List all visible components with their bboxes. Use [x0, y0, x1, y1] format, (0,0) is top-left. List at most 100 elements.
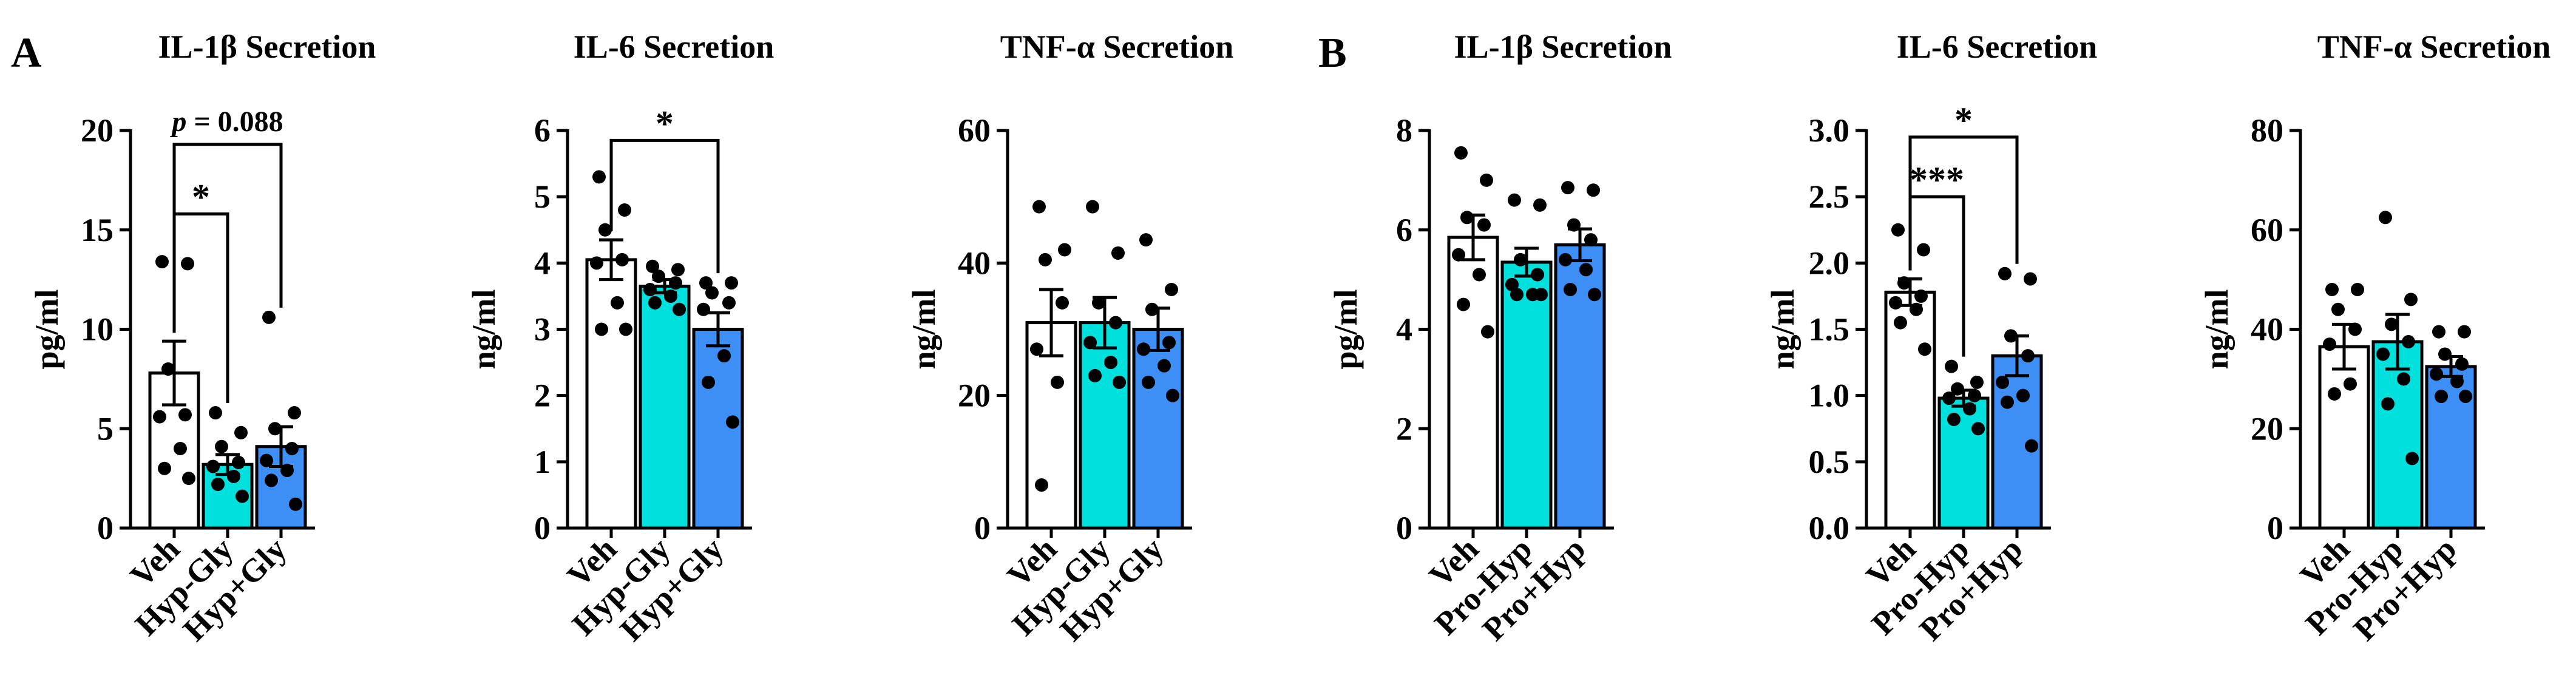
data-point	[260, 453, 273, 467]
chart-title: TNF-α Secretion	[2317, 29, 2551, 65]
y-tick-label: 6	[1396, 212, 1412, 248]
data-point	[1963, 402, 1976, 416]
data-point	[1142, 375, 1155, 389]
data-point	[1039, 253, 1052, 266]
data-point	[1587, 183, 1600, 197]
data-point	[1035, 478, 1048, 492]
bar-2	[692, 328, 744, 530]
data-point	[2016, 388, 2030, 402]
data-point	[1111, 246, 1125, 260]
data-point	[1158, 359, 1171, 373]
data-point	[206, 459, 220, 473]
data-point	[155, 255, 169, 269]
data-point	[648, 296, 662, 310]
bar-0	[1884, 290, 1936, 530]
y-tick-label: 3.0	[1809, 112, 1850, 149]
data-point	[1584, 233, 1598, 247]
y-tick-label: 1.5	[1809, 311, 1850, 348]
data-point	[2376, 347, 2390, 361]
y-tick-label: 5	[534, 178, 551, 215]
data-point	[1897, 276, 1911, 290]
data-point	[1588, 288, 1601, 302]
data-point	[1162, 336, 1176, 350]
data-point	[671, 263, 685, 277]
data-point	[590, 256, 603, 270]
y-tick-label: 3	[534, 311, 551, 348]
y-tick-label: 1.0	[1809, 378, 1850, 414]
data-point	[717, 349, 731, 363]
data-point	[1480, 173, 1493, 187]
bar-2	[1554, 243, 1606, 530]
data-point	[288, 406, 301, 420]
data-point	[2331, 302, 2345, 316]
data-point	[1032, 200, 1046, 214]
data-point	[652, 270, 665, 283]
data-point	[1139, 233, 1153, 247]
data-point	[1534, 288, 1548, 302]
data-point	[619, 322, 632, 336]
chart-title: IL-1β Secretion	[158, 29, 376, 65]
data-point	[211, 477, 225, 491]
y-tick-label: 0.5	[1809, 444, 1850, 480]
data-point	[2379, 211, 2392, 225]
data-point	[265, 473, 278, 487]
data-point	[285, 442, 299, 455]
data-point	[1457, 297, 1470, 311]
data-point	[161, 362, 175, 376]
data-point	[1051, 375, 1064, 389]
data-point	[669, 276, 682, 290]
data-point	[2450, 375, 2464, 388]
significance-bracket	[609, 138, 720, 274]
data-point	[182, 472, 195, 486]
data-point	[158, 461, 171, 475]
y-tick-label: 0	[1396, 510, 1412, 546]
data-point	[726, 415, 739, 429]
data-point	[227, 469, 240, 483]
panel-label-a: A	[11, 30, 42, 76]
bar-1	[1079, 321, 1131, 530]
y-axis-label: pg/ml	[29, 289, 65, 369]
y-tick-label: 6	[534, 112, 551, 149]
data-point	[2430, 367, 2443, 381]
bar-2	[1132, 328, 1184, 530]
data-point	[2381, 397, 2395, 411]
data-point	[618, 203, 631, 217]
data-point	[2458, 325, 2471, 339]
data-point	[1109, 316, 1122, 330]
data-point	[1104, 356, 1117, 370]
data-point	[1505, 277, 1519, 291]
data-point	[1086, 200, 1099, 214]
data-point	[1533, 198, 1547, 212]
data-point	[2404, 293, 2418, 307]
y-tick-label: 60	[2251, 212, 2283, 248]
data-point	[1910, 302, 1923, 316]
data-point	[598, 223, 612, 237]
data-point	[722, 296, 736, 310]
data-point	[1918, 342, 1931, 356]
data-point	[1056, 296, 1069, 310]
data-point	[232, 455, 245, 469]
data-point	[664, 289, 677, 303]
data-point	[1579, 263, 1593, 277]
data-point	[1166, 388, 1179, 402]
data-point	[1951, 382, 1964, 396]
y-tick-label: 0	[534, 510, 551, 546]
data-point	[1514, 253, 1527, 266]
data-point	[1030, 342, 1043, 356]
y-tick-label: 20	[2251, 410, 2283, 447]
data-point	[699, 276, 713, 290]
y-tick-label: 1	[534, 444, 551, 480]
significance-bracket	[1908, 135, 2019, 271]
data-point	[1971, 422, 1985, 436]
data-point	[615, 253, 629, 266]
data-point	[215, 439, 228, 453]
data-point	[2328, 387, 2341, 401]
chart-0: IL-1β Secretionpg/ml05101520VehHyp-GlyHy…	[29, 29, 376, 648]
data-point	[643, 283, 657, 296]
data-point	[697, 302, 710, 316]
y-axis-label: ng/ml	[906, 289, 942, 369]
y-axis-label: ng/ml	[1764, 289, 1801, 369]
data-point	[1996, 375, 2009, 389]
y-axis-label: pg/ml	[1327, 289, 1364, 369]
data-point	[2024, 272, 2037, 286]
